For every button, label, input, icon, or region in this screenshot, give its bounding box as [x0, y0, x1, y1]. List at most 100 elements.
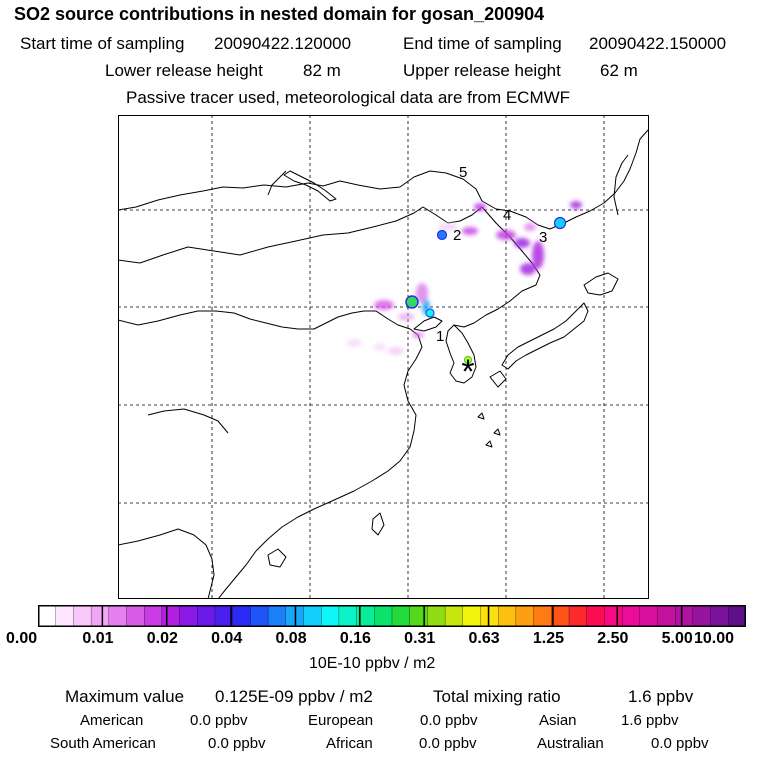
colorbar-tick-label: 0.63	[468, 630, 500, 647]
colorbar-cell	[675, 605, 694, 627]
taiwan	[371, 512, 385, 536]
japan-hokkaido	[583, 272, 619, 296]
region-value: 0.0 ppbv	[190, 712, 248, 729]
colorbar-cell	[338, 605, 358, 627]
start-time-value: 20090422.120000	[214, 34, 352, 53]
colorbar-cell	[444, 605, 464, 627]
upper-height-label: Upper release height	[403, 61, 561, 80]
colorbar-cell	[657, 605, 676, 627]
northern-border	[118, 128, 649, 230]
plume-patch	[532, 241, 544, 269]
upper-height-value: 62 m	[600, 61, 638, 80]
colorbar-tick-label: 2.50	[597, 630, 629, 647]
plume-patch	[346, 339, 362, 347]
source-marker-3: 3	[539, 229, 547, 246]
region-name: European	[308, 712, 374, 729]
region-value: 0.0 ppbv	[420, 712, 478, 729]
colorbar-cell	[267, 605, 287, 627]
plume-hotspots	[405, 216, 567, 365]
plume-patch	[514, 238, 530, 248]
map-panel: 1 2 3 4 5 *	[118, 115, 649, 599]
region-name: African	[326, 735, 373, 752]
region-value: 1.6 ppbv	[621, 712, 679, 729]
total-mixing-value: 1.6 ppbv	[628, 687, 694, 706]
colorbar-frame	[38, 605, 746, 627]
source-marker-4: 4	[503, 207, 511, 224]
total-mixing-label: Total mixing ratio	[433, 687, 561, 706]
plume-patch	[462, 227, 478, 235]
plume-patch	[520, 263, 536, 275]
colorbar-tick-label: 0.31	[404, 630, 436, 647]
end-time-label: End time of sampling	[403, 34, 562, 53]
hotspot	[436, 229, 448, 241]
colorbar-cell	[321, 605, 340, 627]
region-value: 0.0 ppbv	[208, 735, 266, 752]
region-name: Asian	[539, 712, 577, 729]
source-marker-1: 1	[436, 328, 444, 345]
colorbar-cell	[303, 605, 322, 627]
colorbar-tick-label: 10.00	[694, 630, 735, 647]
colorbar-tick-label: 5.00	[661, 630, 693, 647]
region-name: Australian	[537, 735, 604, 752]
colorbar-cell	[55, 605, 74, 627]
colorbar-cell	[533, 605, 552, 627]
so2-plume	[346, 201, 582, 355]
plume-patch	[398, 313, 414, 321]
colorbar-cell	[462, 605, 482, 627]
colorbar-cell	[427, 605, 446, 627]
plume-patch	[416, 283, 428, 303]
colorbar-cell	[197, 605, 216, 627]
hotspot	[425, 308, 435, 318]
hotspot	[405, 295, 419, 309]
page-title: SO2 source contributions in nested domai…	[14, 4, 545, 24]
source-marker-5: 5	[459, 164, 467, 181]
plume-patch	[374, 343, 386, 351]
colorbar-tick-label: 0.04	[211, 630, 243, 647]
plume-patch	[388, 347, 404, 355]
start-time-label: Start time of sampling	[20, 34, 185, 53]
colorbar-cell	[480, 605, 499, 627]
end-time-value: 20090422.150000	[589, 34, 727, 53]
colorbar-cell	[179, 605, 198, 627]
colorbar-cell	[409, 605, 428, 627]
colorbar-cell	[73, 605, 92, 627]
plume-patch	[524, 223, 536, 231]
colorbar-tick-label: 1.25	[532, 630, 565, 647]
region-name: South American	[50, 735, 156, 752]
lake-baikal	[283, 170, 337, 202]
colorbar-tick-label: 0.16	[339, 630, 371, 647]
korea	[445, 324, 477, 384]
colorbar-cell	[161, 605, 181, 627]
colorbar-cell	[710, 605, 729, 627]
colorbar-cell	[692, 605, 712, 627]
colorbar-cell	[144, 605, 163, 627]
lower-height-value: 82 m	[303, 61, 341, 80]
ne-border	[453, 206, 541, 328]
hotspot	[553, 216, 567, 230]
colorbar-cell	[604, 605, 623, 627]
max-value: 0.125E-09 ppbv / m2	[215, 687, 373, 706]
river	[267, 170, 287, 196]
plume-patch	[374, 300, 394, 310]
receptor-star-icon: *	[461, 353, 474, 391]
colorbar-cell	[515, 605, 535, 627]
max-value-label: Maximum value	[65, 687, 185, 706]
plume-patch	[438, 223, 458, 231]
colorbar-tick-label: 0.01	[82, 630, 114, 647]
colorbar-cell	[586, 605, 605, 627]
colorbar-cell	[621, 605, 641, 627]
region-value: 0.0 ppbv	[419, 735, 477, 752]
sakhalin	[613, 154, 629, 216]
hotspot	[463, 355, 473, 365]
map-frame	[118, 115, 649, 599]
hainan	[267, 548, 287, 568]
shandong	[413, 316, 443, 332]
colorbar-cell	[90, 605, 110, 627]
plume-patch	[412, 332, 424, 338]
region-value: 0.0 ppbv	[651, 735, 709, 752]
colorbar-cell	[126, 605, 145, 627]
colorbar-cell	[232, 605, 251, 627]
colorbar-cell	[374, 605, 393, 627]
japan-kyushu	[489, 370, 507, 388]
source-marker-2: 2	[453, 227, 461, 244]
